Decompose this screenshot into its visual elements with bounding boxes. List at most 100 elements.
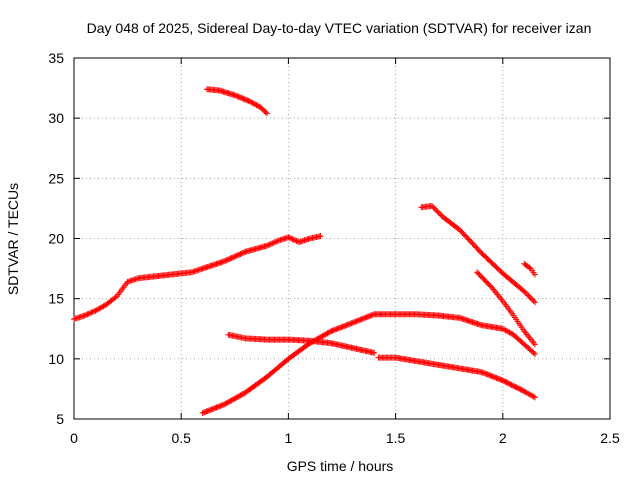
data-point [273,238,280,245]
data-point [477,273,484,280]
data-point [221,258,228,265]
data-point [477,248,484,255]
data-point [232,253,239,260]
data-point [464,235,471,242]
data-point [526,293,533,300]
x-tick-label: 0.5 [171,430,191,446]
data-point [525,292,532,299]
data-point [526,264,533,271]
data-point [519,387,526,394]
data-point [518,387,525,394]
data-point [508,381,515,388]
data-point [530,349,537,356]
grid [74,58,610,419]
data-point [267,240,274,247]
y-tick-label: 5 [56,411,64,427]
data-point [473,244,480,251]
data-point [286,234,293,241]
data-point [460,231,467,238]
data-point [270,239,277,246]
data-point [531,351,538,358]
data-point [504,380,511,387]
data-point [474,245,481,252]
data-point [325,329,332,336]
data-point [433,207,440,214]
chart-title: Day 048 of 2025, Sidereal Day-to-day VTE… [87,20,592,36]
data-point [435,209,442,216]
data-point [263,242,270,249]
data-point [229,254,236,261]
data-point [238,94,245,101]
data-point [530,297,537,304]
data-point [239,95,246,102]
data-series-arc-1 [71,233,324,323]
y-tick-label: 10 [48,351,64,367]
data-point [509,382,516,389]
data-point [456,227,463,234]
data-point [482,278,489,285]
y-axis-label: SDTVAR / TECUs [5,183,21,295]
data-point [511,383,518,390]
data-marks [71,86,538,416]
data-point [484,279,491,286]
data-point [523,291,530,298]
data-point [234,252,241,259]
y-tick-label: 25 [48,170,64,186]
data-point [233,252,240,259]
data-point [238,250,245,257]
data-point [321,331,328,338]
data-point [480,275,487,282]
data-point [266,241,273,248]
data-point [222,400,229,407]
data-point [83,311,90,318]
data-point [327,328,334,335]
data-point [89,308,96,315]
data-point [320,332,327,339]
data-point [233,394,240,401]
data-point [292,237,299,244]
data-point [227,398,234,405]
data-point [293,237,300,244]
data-point [516,385,523,392]
data-point [459,229,466,236]
data-point [475,270,482,277]
data-point [228,254,235,261]
data-point [222,257,229,264]
data-point [434,208,441,215]
data-point [502,378,509,385]
data-point [236,94,243,101]
data-point [514,385,521,392]
data-point [236,251,243,258]
data-point [317,233,324,240]
data-point [233,92,240,99]
data-point [235,93,242,100]
data-point [522,289,529,296]
data-series-arc-7 [474,269,538,348]
data-point [224,399,231,406]
data-point [512,383,519,390]
y-tick-label: 15 [48,291,64,307]
data-point [437,211,444,218]
data-point [531,341,538,348]
data-point [318,333,325,340]
data-point [529,296,536,303]
data-point [458,228,465,235]
data-point [517,386,524,393]
data-point [472,243,479,250]
data-point [112,294,119,301]
data-point [263,110,270,117]
data-point [468,239,475,246]
data-point [231,395,238,402]
data-point [226,256,233,263]
data-point [481,277,488,284]
data-point [521,288,528,295]
data-point [241,249,248,256]
data-point [503,379,510,386]
y-tick-label: 20 [48,231,64,247]
x-tick-label: 1.5 [386,430,406,446]
data-point [243,96,250,103]
data-point [486,282,493,289]
y-tick-label: 30 [48,110,64,126]
